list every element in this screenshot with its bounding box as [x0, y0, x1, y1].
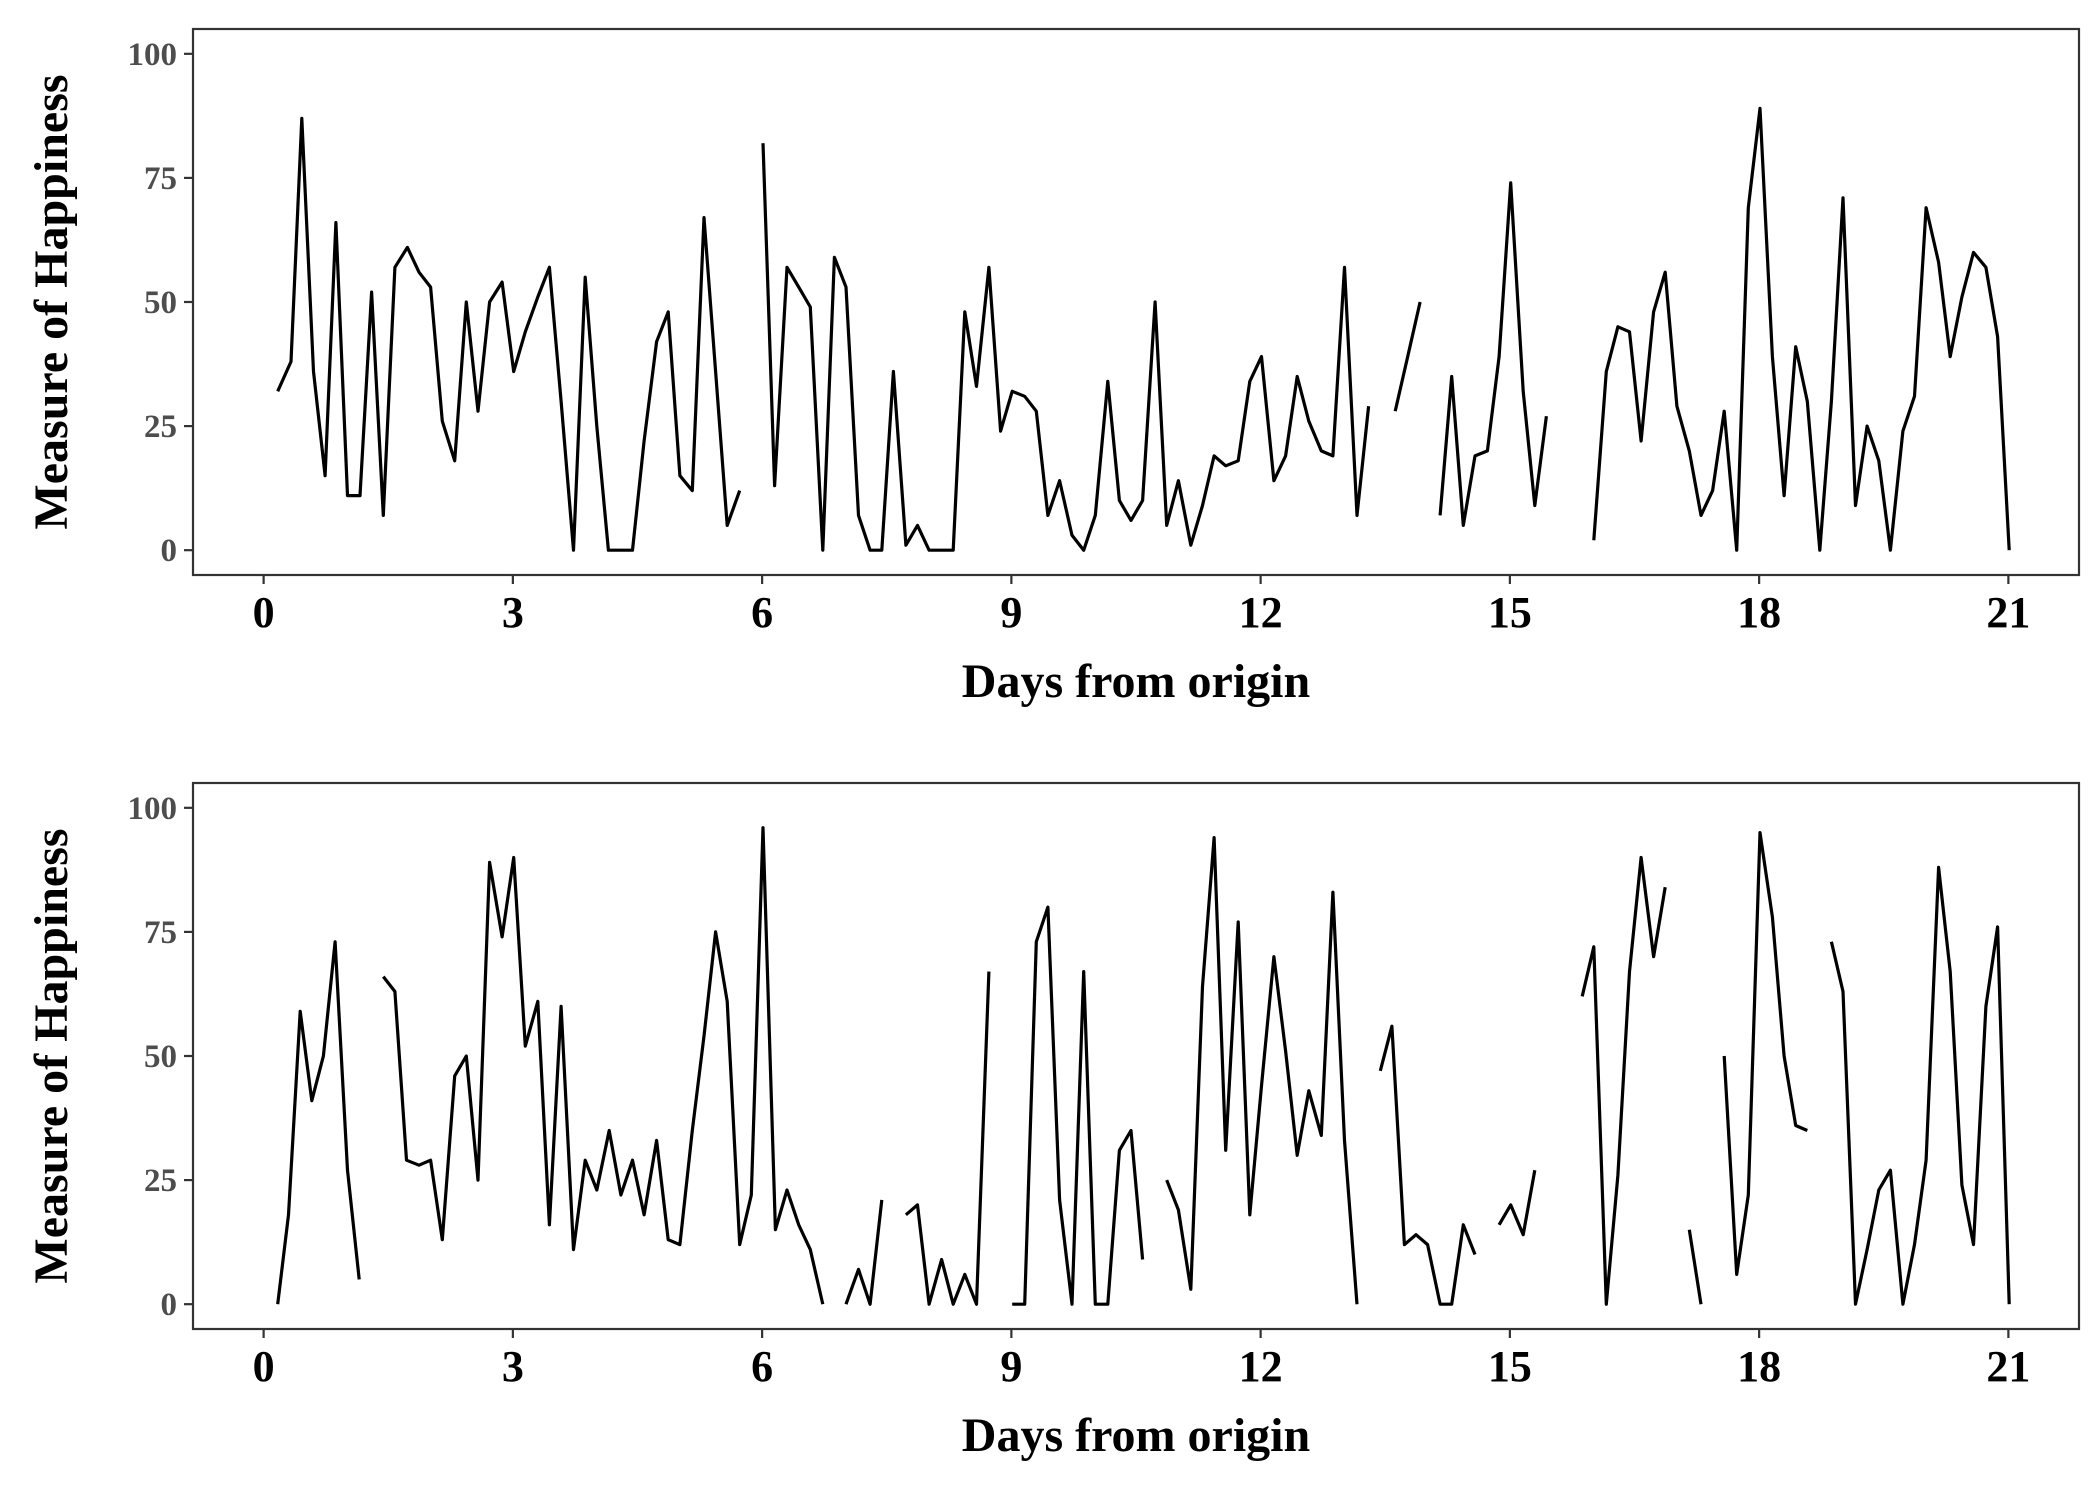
- x-tick-label: 3: [502, 588, 524, 637]
- y-tick-label: 100: [128, 37, 178, 73]
- happiness-line-segment: [1393, 301, 1422, 412]
- happiness-line-segment: [1438, 181, 1548, 528]
- y-tick-label: 50: [144, 285, 177, 321]
- happiness-line-segment: [1165, 835, 1359, 1305]
- happiness-line-segment: [1592, 106, 2011, 552]
- y-tick-label: 100: [128, 791, 178, 827]
- x-tick-label: 3: [502, 1342, 524, 1391]
- happiness-line-segment: [761, 143, 1371, 552]
- x-tick-label: 18: [1737, 1342, 1781, 1391]
- happiness-line-segment: [276, 116, 742, 552]
- bottom-chart-panel: 0 25 50 75 100 0 3 6 9 12 15 18 21 Days from origin Me…: [25, 781, 2081, 1462]
- happiness-line-segment: [1378, 1024, 1477, 1306]
- x-axis-title: Days from origin: [962, 1409, 1310, 1462]
- top-chart-panel: 0 25 50 75 100 0 3 6 9 12 15 18 21 Days from origin Me…: [25, 27, 2081, 708]
- happiness-line-segment: [1829, 865, 2011, 1306]
- y-axis-title: Measure of Happiness: [25, 828, 78, 1283]
- y-tick-label: 75: [144, 915, 177, 951]
- x-tick-label: 21: [1986, 588, 2030, 637]
- happiness-line-segment: [1687, 1229, 1703, 1305]
- happiness-line-segment: [276, 940, 361, 1305]
- happiness-line-segment: [1012, 905, 1145, 1306]
- y-tick-label: 0: [161, 1287, 178, 1323]
- x-tick-label: 12: [1239, 1342, 1283, 1391]
- happiness-line-segment: [844, 1199, 884, 1306]
- y-tick-label: 0: [161, 533, 178, 569]
- plot-frame: [191, 781, 2081, 1331]
- x-tick-label: 0: [253, 1342, 275, 1391]
- x-tick-label: 6: [751, 1342, 773, 1391]
- x-tick-label: 6: [751, 588, 773, 637]
- y-tick-label: 50: [144, 1039, 177, 1075]
- happiness-line-segment: [382, 826, 825, 1305]
- y-tick-label: 25: [144, 409, 177, 445]
- y-tick-label: 75: [144, 161, 177, 197]
- y-axis-title: Measure of Happiness: [25, 74, 78, 529]
- x-tick-label: 9: [1000, 588, 1022, 637]
- x-tick-label: 21: [1986, 1342, 2030, 1391]
- happiness-line-segment: [1722, 830, 1808, 1277]
- y-tick-label: 25: [144, 1163, 177, 1199]
- happiness-line-segment: [904, 971, 991, 1306]
- happiness-line-segment: [1497, 1169, 1537, 1237]
- happiness-line-segment: [1580, 855, 1667, 1306]
- x-tick-label: 15: [1488, 1342, 1532, 1391]
- x-axis-title: Days from origin: [962, 655, 1310, 708]
- x-tick-label: 12: [1239, 588, 1283, 637]
- x-tick-label: 15: [1488, 588, 1532, 637]
- plot-frame: [191, 27, 2081, 577]
- x-tick-label: 0: [253, 588, 275, 637]
- x-tick-label: 18: [1737, 588, 1781, 637]
- x-tick-label: 9: [1000, 1342, 1022, 1391]
